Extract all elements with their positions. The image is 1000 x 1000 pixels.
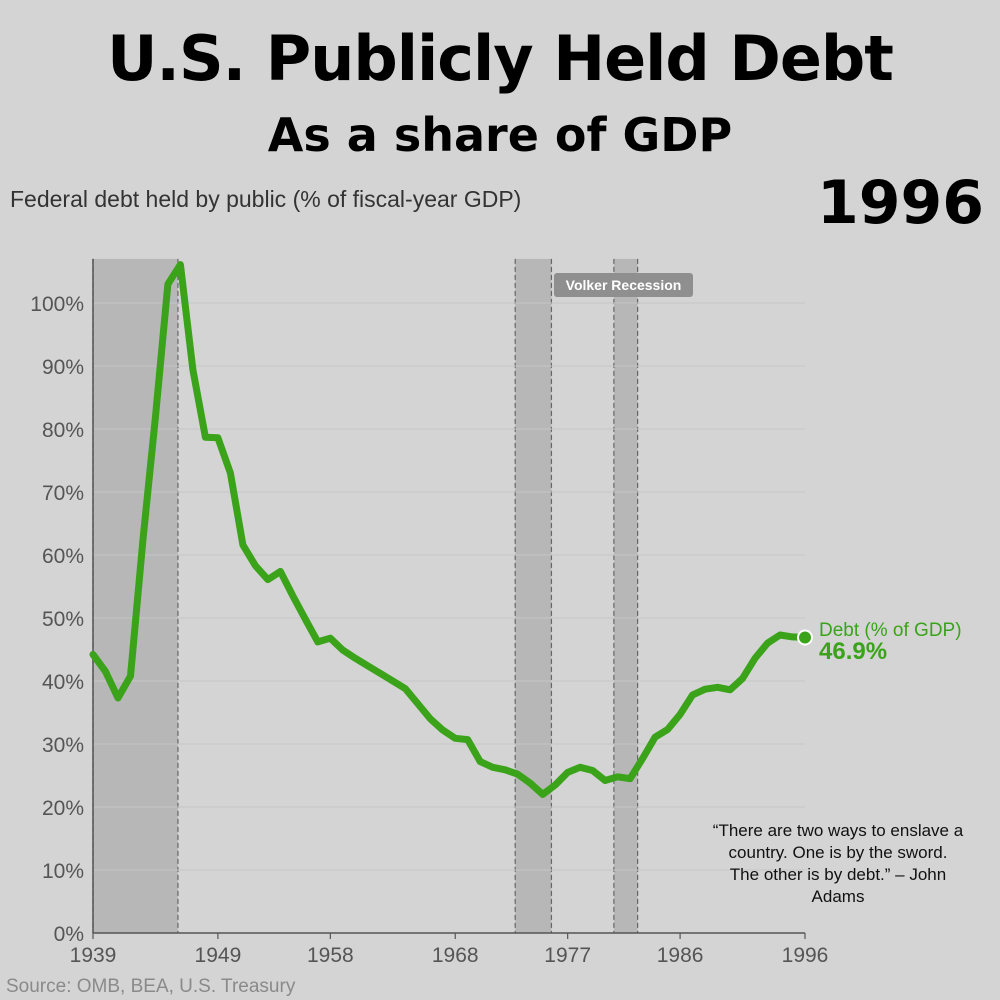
annotations: Debt (% of GDP)46.9% Volker Recession <box>554 273 962 665</box>
y-tick-label: 50% <box>42 608 84 631</box>
y-tick-label: 80% <box>42 419 84 442</box>
y-tick-label: 30% <box>42 734 84 757</box>
series-end-point <box>797 629 813 646</box>
axes: 1939 1949 1958 1968 1977 1986 1996 <box>70 258 829 967</box>
chart-subtitle: As a share of GDP <box>267 108 733 162</box>
x-tick-label: 1958 <box>307 944 354 967</box>
series-end-value: 46.9% <box>819 638 887 665</box>
debt-series-line <box>89 261 809 798</box>
series-layer <box>89 261 813 798</box>
x-tick-label: 1986 <box>657 944 704 967</box>
recession-bands <box>92 258 639 933</box>
y-tick-label: 70% <box>42 482 84 505</box>
annotation-text: Volker Recession <box>566 277 682 293</box>
source-note: Source: OMB, BEA, U.S. Treasury <box>6 976 296 997</box>
annotation-box <box>554 273 693 297</box>
x-tick-label: 1996 <box>782 944 829 967</box>
chart-title: U.S. Publicly Held Debt <box>107 22 894 95</box>
y-tick-label: 0% <box>54 923 84 946</box>
current-year-label: 1996 <box>817 168 984 238</box>
y-axis-caption: Federal debt held by public (% of fiscal… <box>10 186 522 212</box>
x-tick-label: 1977 <box>544 944 591 967</box>
recession-band <box>515 258 552 933</box>
y-tick-label: 90% <box>42 356 84 379</box>
y-tick-label: 20% <box>42 797 84 820</box>
y-tick-label: 40% <box>42 671 84 694</box>
x-tick-label: 1968 <box>432 944 479 967</box>
john-adams-quote: “There are two ways to enslave a country… <box>712 821 964 906</box>
y-tick-label: 100% <box>30 293 84 316</box>
y-tick-label: 10% <box>42 860 84 883</box>
x-tick-label: 1939 <box>70 944 117 967</box>
series-end-name: Debt (% of GDP) <box>819 620 962 641</box>
x-tick-label: 1949 <box>195 944 242 967</box>
y-tick-label: 60% <box>42 545 84 568</box>
gridlines: 0% 10% 20% 30% 40% 50% 60% 70% 80% 90% 100% <box>30 293 805 946</box>
recession-band <box>613 258 638 933</box>
